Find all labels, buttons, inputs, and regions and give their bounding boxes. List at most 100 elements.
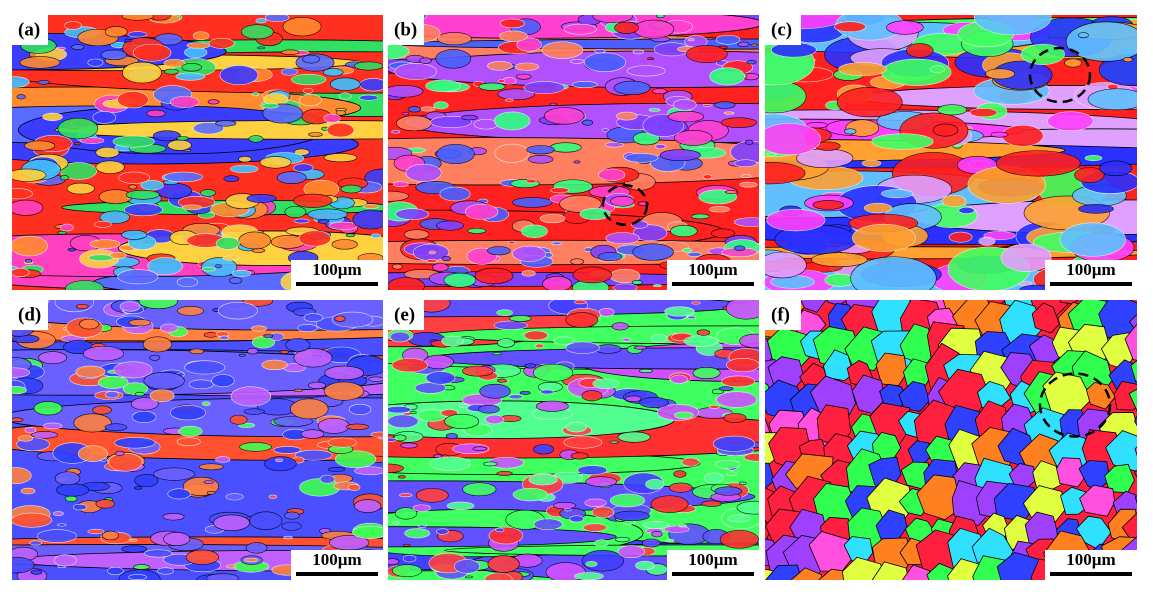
grain-map xyxy=(388,15,759,290)
grain xyxy=(765,123,821,156)
grain xyxy=(686,45,728,64)
grain xyxy=(641,538,661,548)
grain xyxy=(584,498,607,507)
grain xyxy=(118,171,150,184)
grain xyxy=(841,556,887,580)
grain xyxy=(765,162,806,185)
grain xyxy=(60,223,74,232)
grain xyxy=(284,511,300,520)
grain xyxy=(262,103,304,124)
grain xyxy=(585,561,598,567)
grain xyxy=(701,500,722,507)
grain xyxy=(16,94,26,100)
grain xyxy=(765,462,775,490)
grain xyxy=(733,217,759,227)
grain xyxy=(483,461,498,467)
highlight-circle xyxy=(1038,372,1112,438)
grain xyxy=(189,348,205,355)
grain xyxy=(563,436,603,449)
grain xyxy=(613,80,651,96)
panel-label: (d) xyxy=(18,304,41,325)
grain xyxy=(417,524,427,528)
grain xyxy=(388,277,425,290)
grain xyxy=(290,398,329,420)
grain xyxy=(521,224,548,238)
grain xyxy=(53,554,77,567)
grain xyxy=(184,360,226,375)
grain xyxy=(452,443,490,455)
grain xyxy=(851,374,885,414)
grain xyxy=(710,228,735,239)
grain xyxy=(565,341,600,354)
grain xyxy=(298,94,322,107)
grain xyxy=(211,374,235,388)
grain xyxy=(613,510,650,522)
grain xyxy=(687,38,695,42)
grain xyxy=(436,528,449,535)
grain xyxy=(739,181,758,188)
grain xyxy=(533,518,563,531)
grain xyxy=(219,65,259,86)
grain xyxy=(523,81,565,94)
grain xyxy=(605,232,640,245)
grain xyxy=(391,263,403,270)
grain xyxy=(19,56,61,69)
scale-bar xyxy=(296,282,378,286)
grain xyxy=(441,335,464,347)
grain xyxy=(97,375,129,389)
grain xyxy=(477,404,500,414)
grain xyxy=(12,512,53,528)
grain xyxy=(420,106,436,112)
grain xyxy=(403,543,411,547)
grain xyxy=(836,87,903,118)
grain xyxy=(702,103,712,107)
grain xyxy=(201,401,211,406)
grain xyxy=(162,513,185,521)
grain xyxy=(340,184,362,194)
grain xyxy=(231,269,252,277)
grain xyxy=(399,493,413,498)
grain xyxy=(394,507,418,520)
grain xyxy=(581,550,624,572)
grain xyxy=(331,239,358,250)
grain xyxy=(494,143,530,163)
grain xyxy=(249,511,283,530)
grain-map xyxy=(388,300,759,580)
panel-label: (f) xyxy=(771,304,790,325)
grain xyxy=(838,62,887,77)
grain xyxy=(293,218,310,224)
grain xyxy=(713,101,736,109)
grain xyxy=(149,354,161,361)
grain xyxy=(744,139,754,145)
grain xyxy=(507,240,517,245)
grain xyxy=(1134,495,1137,505)
grain xyxy=(790,567,824,580)
grain xyxy=(484,572,513,580)
grain xyxy=(632,49,644,55)
grain xyxy=(327,466,346,472)
grain xyxy=(396,115,433,132)
grain xyxy=(100,49,128,61)
grain xyxy=(718,386,734,391)
label-box xyxy=(12,15,48,45)
grain xyxy=(687,252,702,257)
grain xyxy=(601,128,609,133)
grain xyxy=(130,397,159,411)
scale-bar-label: 100µm xyxy=(688,260,737,279)
grain xyxy=(274,458,284,462)
grain xyxy=(293,193,333,208)
grain xyxy=(906,43,934,58)
grain xyxy=(163,58,185,68)
grain xyxy=(492,352,502,356)
grain xyxy=(436,220,464,231)
grain xyxy=(563,23,597,35)
grain xyxy=(185,549,219,565)
grain xyxy=(57,230,67,235)
grain xyxy=(164,68,179,75)
grain xyxy=(215,456,231,463)
grain xyxy=(308,132,323,137)
grain xyxy=(203,480,214,485)
grain xyxy=(709,67,746,86)
grain xyxy=(57,117,99,140)
